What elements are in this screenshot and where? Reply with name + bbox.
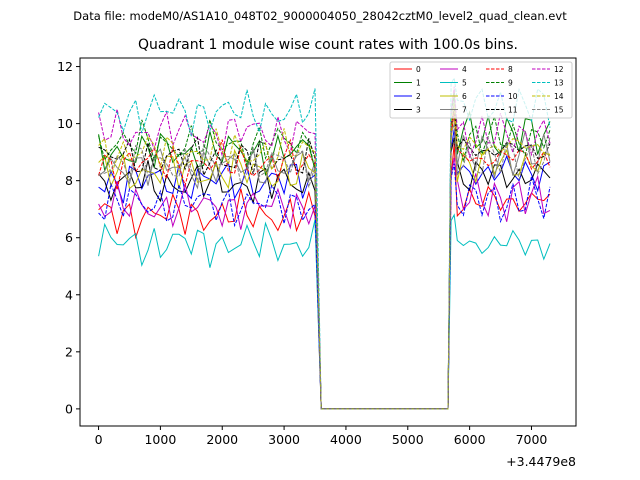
series-line-10 bbox=[98, 163, 551, 410]
legend-label-7: 7 bbox=[462, 106, 467, 115]
series-line-2 bbox=[98, 129, 551, 410]
x-tick-label: 4000 bbox=[330, 432, 362, 447]
x-offset-label: +3.4479e8 bbox=[506, 454, 576, 469]
legend-label-13: 13 bbox=[554, 79, 564, 88]
series-line-5 bbox=[98, 213, 551, 410]
y-tick-label: 4 bbox=[65, 287, 73, 302]
legend-label-1: 1 bbox=[416, 79, 421, 88]
x-tick-label: 7000 bbox=[516, 432, 548, 447]
x-tick-label: 6000 bbox=[454, 432, 486, 447]
series-line-6 bbox=[98, 109, 551, 410]
x-tick-label: 1000 bbox=[144, 432, 176, 447]
series-line-14 bbox=[98, 103, 551, 410]
legend-label-2: 2 bbox=[416, 92, 421, 101]
x-tick-label: 0 bbox=[95, 432, 103, 447]
legend-label-4: 4 bbox=[462, 65, 467, 74]
legend-label-14: 14 bbox=[554, 92, 564, 101]
legend-label-8: 8 bbox=[508, 65, 513, 74]
legend-label-12: 12 bbox=[554, 65, 564, 74]
series-line-4 bbox=[98, 157, 551, 410]
chart-title: Quadrant 1 module wise count rates with … bbox=[138, 37, 518, 53]
x-tick-label: 5000 bbox=[392, 432, 424, 447]
legend-label-6: 6 bbox=[462, 92, 467, 101]
series-line-9 bbox=[98, 95, 551, 410]
plot-frame bbox=[79, 57, 577, 427]
series-line-0 bbox=[98, 143, 551, 410]
chart-suptitle: Data file: modeM0/AS1A10_048T02_90000040… bbox=[73, 9, 567, 23]
y-tick-label: 12 bbox=[57, 59, 73, 74]
legend-label-3: 3 bbox=[416, 106, 421, 115]
y-tick-label: 8 bbox=[65, 173, 73, 188]
legend-label-0: 0 bbox=[416, 65, 421, 74]
legend-label-10: 10 bbox=[508, 92, 518, 101]
legend-label-9: 9 bbox=[508, 79, 513, 88]
y-tick-label: 6 bbox=[65, 230, 73, 245]
x-tick-label: 3000 bbox=[268, 432, 300, 447]
legend-frame bbox=[389, 61, 573, 119]
legend-label-5: 5 bbox=[462, 79, 467, 88]
series-line-15 bbox=[98, 123, 551, 410]
legend-label-11: 11 bbox=[508, 106, 518, 115]
y-tick-label: 0 bbox=[65, 401, 73, 416]
x-tick-label: 2000 bbox=[206, 432, 238, 447]
legend-label-15: 15 bbox=[554, 106, 564, 115]
y-tick-label: 2 bbox=[65, 344, 73, 359]
y-tick-label: 10 bbox=[57, 116, 73, 131]
series-line-12 bbox=[98, 86, 551, 410]
series-layer bbox=[98, 76, 551, 410]
